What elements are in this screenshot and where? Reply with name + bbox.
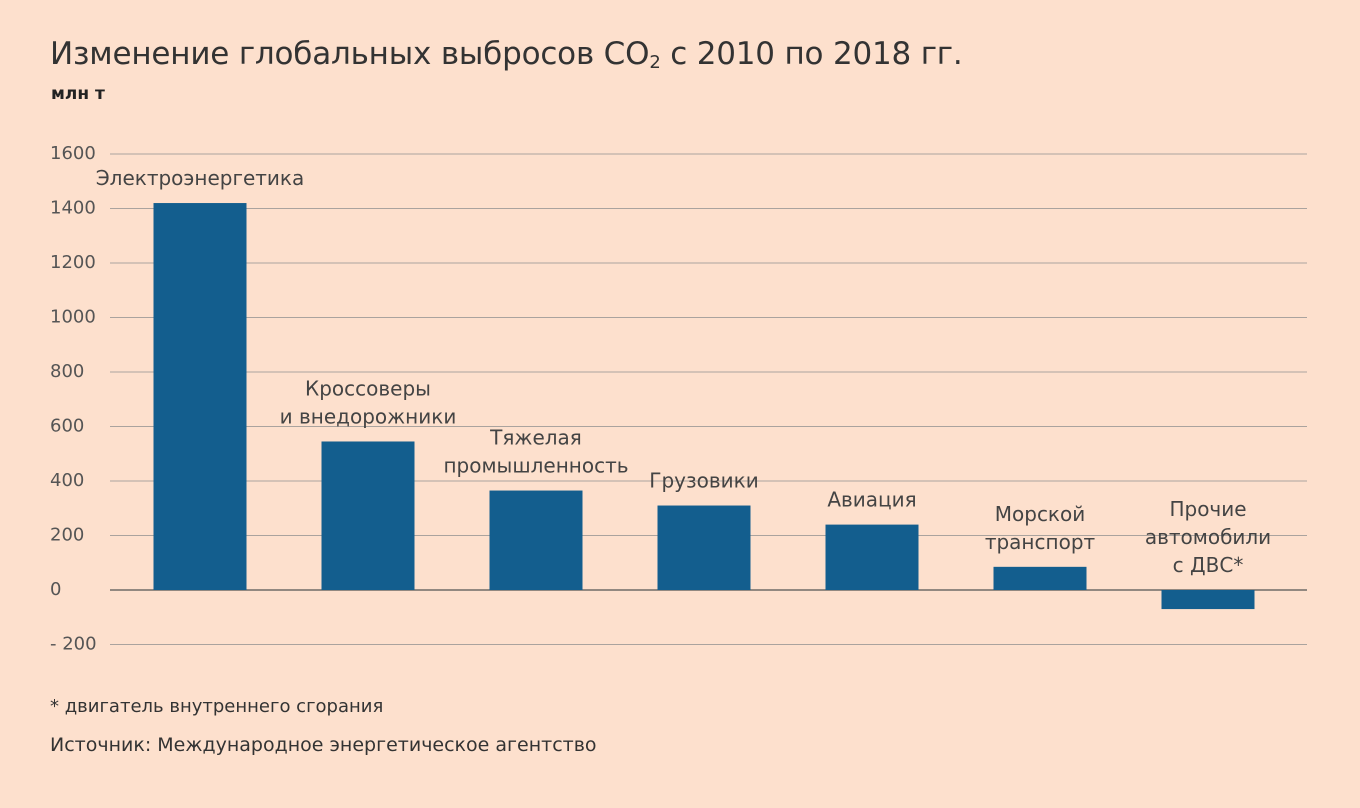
y-axis-ticks: 1600 1400 1200 1000 800 600 400 200 0 - 200 (50, 143, 97, 655)
bar (1161, 590, 1255, 610)
unit-label: млн т (51, 84, 105, 104)
bar (321, 441, 415, 590)
y-tick-label: 600 (50, 416, 84, 437)
title-subscript: 2 (649, 52, 661, 73)
y-tick-label: 200 (50, 525, 84, 546)
bars (153, 203, 1255, 610)
bar (489, 490, 583, 590)
category-label: автомобили (1145, 525, 1271, 549)
y-tick-label: 800 (50, 361, 84, 382)
bar (825, 524, 919, 590)
y-tick-label: 1200 (50, 252, 96, 273)
category-labels: Электроэнергетика Кроссоверы и внедорожник… (96, 166, 1271, 577)
category-label: Морской (995, 502, 1086, 526)
y-tick-label: 400 (50, 470, 84, 491)
category-label: Авиация (827, 488, 916, 512)
category-label: Грузовики (649, 469, 758, 493)
source-note: Источник: Международное энергетическое а… (50, 734, 597, 756)
category-label: с ДВС* (1173, 553, 1244, 577)
category-label: Прочие (1169, 497, 1246, 521)
category-label: Тяжелая (489, 426, 582, 450)
y-tick-label: 1400 (50, 198, 96, 219)
y-tick-label: 1600 (50, 143, 96, 164)
footnote: * двигатель внутреннего сгорания (50, 696, 384, 717)
chart-title: Изменение глобальных выбросов CO2 с 2010… (50, 36, 963, 73)
y-tick-label: - 200 (50, 634, 97, 655)
category-label: Электроэнергетика (96, 166, 305, 190)
category-label: транспорт (985, 530, 1096, 554)
category-label: и внедорожники (280, 404, 457, 428)
bar (153, 203, 247, 591)
y-tick-label: 1000 (50, 307, 96, 328)
bar (657, 505, 751, 590)
title-main: Изменение глобальных выбросов CO (50, 36, 650, 72)
y-tick-label: 0 (50, 579, 61, 600)
bar (993, 566, 1087, 590)
category-label: Кроссоверы (305, 376, 431, 400)
category-label: промышленность (443, 454, 628, 478)
title-rest: с 2010 по 2018 гг. (660, 36, 963, 72)
